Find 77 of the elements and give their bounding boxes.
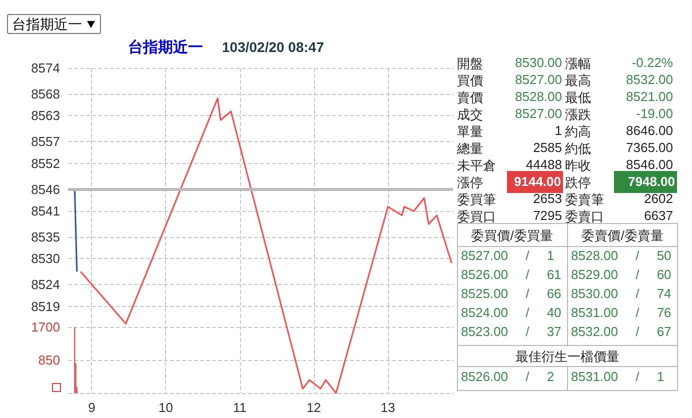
text: 委買筆 [457,191,496,209]
text: 約低 [565,140,591,158]
x-tick-label: 10 [158,400,173,415]
text: 最高 [565,72,591,90]
text: 8530.00 / 74 [571,286,672,303]
text: 委買價/委買量 [470,227,554,245]
text: 8526.00 / 61 [461,267,562,284]
text: 8532.00 [625,72,673,87]
text: 賣價 [457,89,483,107]
text: 漲停 [457,174,483,192]
text: 最佳衍生一檔價量 [514,348,620,366]
y-tick-label: 8568 [31,86,60,102]
text: 8532.00 / 67 [571,324,672,341]
y-tick-label: 8557 [31,134,60,150]
x-tick-label: 11 [233,400,247,415]
text: 開盤 [457,55,483,73]
text: 8525.00 / 66 [461,286,562,303]
text: 最低 [565,89,591,107]
text: 1 [554,123,562,138]
text: 2602 [643,191,673,206]
text: 8546.00 [625,157,673,172]
text: 成交 [457,106,483,124]
text: 8528.00 / 50 [571,248,672,265]
text: 2653 [532,191,562,206]
text: -19.00 [635,106,673,121]
line-series [80,98,452,394]
y-tick-label: 8541 [31,204,60,218]
text: 買價 [457,72,483,90]
text: 約高 [565,123,591,141]
y-tick-label: 8535 [31,230,60,244]
text: 委賣口 [565,208,604,226]
text: 8521.00 [625,89,673,104]
text: 44488 [524,157,562,172]
text: 2585 [532,140,562,155]
text: 8523.00 / 37 [461,324,562,341]
chart-title: 台指期近一 [128,38,203,57]
text: 漲幅 [565,55,591,73]
text: 漲跌 [565,106,591,124]
text: 7295 [532,208,562,223]
text: 8527.00 / 1 [461,248,554,265]
text: 跌停 [565,174,591,192]
text: 8527.00 [514,72,562,87]
text: 8531.00 / 1 [571,369,664,386]
text: 總量 [457,140,483,158]
text: 未平倉 [457,157,496,175]
y-tick-label: 8552 [31,156,60,171]
text: 台指期近一 [7,14,101,34]
text: 7365.00 [625,140,673,155]
text: 8646.00 [625,123,673,138]
y2-tick-label: 850 [38,352,60,368]
text: 8527.00 [514,106,562,121]
text: 委買口 [457,208,496,226]
x-tick-label: 13 [380,400,396,415]
text: 8528.00 [514,89,562,104]
chart-subtitle: 103/02/20 08:47 [222,39,324,55]
text: 8530.00 [514,55,562,70]
text: 8531.00 / 76 [571,305,672,322]
y-tick-label: 8574 [31,60,60,76]
text: 7948.00 [628,174,675,189]
y-tick-label: 8563 [31,108,60,124]
y-tick-label: 8530 [31,251,60,266]
text: 昨收 [565,157,591,175]
y-tick-label: 8546 [31,182,60,197]
text: -0.22% [630,55,673,70]
x-tick-label: 12 [306,400,322,415]
text: 6637 [643,208,673,223]
y2-tick-label: 1700 [31,320,60,335]
y-tick-label: 8519 [31,298,60,314]
text: 單量 [457,123,483,141]
x-tick-label: 9 [88,400,96,415]
text: 委賣筆 [565,191,604,209]
text: 8529.00 / 60 [571,267,672,284]
y-tick-label: 8524 [31,277,60,292]
text: 8526.00 / 2 [461,369,554,386]
text: 委賣價/委賣量 [580,227,664,245]
text: 8524.00 / 40 [461,305,562,322]
text: 9144.00 [514,174,561,189]
